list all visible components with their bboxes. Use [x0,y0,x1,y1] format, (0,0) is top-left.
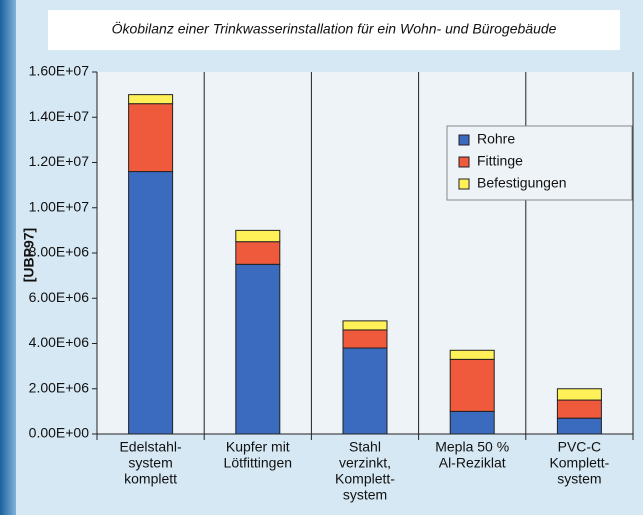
x-tick-label: Stahl [349,439,381,455]
bar-segment [236,264,280,434]
bar-segment [129,104,173,172]
bar-segment [343,321,387,330]
bar-segment [129,95,173,104]
bar-segment [557,418,601,434]
legend-swatch [459,179,469,189]
bar-segment [236,242,280,265]
x-tick-label: Lötfittingen [224,455,293,471]
bar-segment [450,359,494,411]
legend-swatch [459,135,469,145]
y-tick-label: 1.40E+07 [29,108,90,124]
bar-segment [450,350,494,359]
bar-segment [343,330,387,348]
x-tick-label: Komplett- [549,455,609,471]
x-tick-label: PVC-C [558,439,602,455]
bar-segment [557,389,601,400]
y-tick-label: 1.60E+07 [29,63,90,79]
x-tick-label: system [128,455,172,471]
x-tick-label: system [343,487,387,503]
legend-label: Rohre [477,131,515,147]
y-tick-label: 6.00E+06 [29,289,90,305]
y-tick-label: 1.00E+07 [29,198,90,214]
x-tick-label: Kupfer mit [226,439,290,455]
chart-title: Ökobilanz einer Trinkwasserinstallation … [112,20,557,37]
decor-strip [0,0,16,515]
bar-segment [129,172,173,434]
legend-label: Befestigungen [477,175,567,191]
legend-label: Fittinge [477,153,523,169]
y-tick-label: 0.00E+00 [29,425,90,441]
x-tick-label: system [557,471,601,487]
bar-segment [557,400,601,418]
bar-segment [450,411,494,434]
legend-swatch [459,157,469,167]
y-tick-label: 4.00E+06 [29,334,90,350]
x-tick-label: Komplett- [335,471,395,487]
x-tick-label: komplett [124,471,177,487]
x-tick-label: Al-Reziklat [439,455,506,471]
bar-segment [236,230,280,241]
bar-segment [343,348,387,434]
x-tick-label: verzinkt, [339,455,391,471]
y-tick-label: 2.00E+06 [29,379,90,395]
y-tick-label: 8.00E+06 [29,244,90,260]
x-tick-label: Mepla 50 % [435,439,509,455]
chart: Ökobilanz einer Trinkwasserinstallation … [0,0,643,515]
y-tick-label: 1.20E+07 [29,153,90,169]
x-tick-label: Edelstahl- [119,439,182,455]
